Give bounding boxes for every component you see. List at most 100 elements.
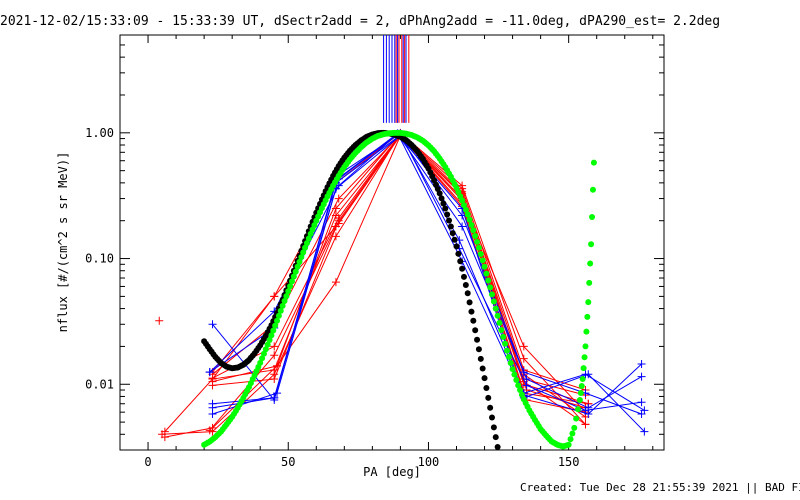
red-series-point <box>270 342 279 351</box>
green-fit-dot <box>283 293 290 300</box>
green-fit-dot <box>587 260 594 267</box>
black-fit-dot <box>479 365 486 372</box>
green-fit-dot <box>262 346 269 353</box>
green-fit-dot <box>294 263 301 270</box>
black-fit-dot <box>462 282 469 289</box>
red-series-point <box>331 232 340 241</box>
green-fit-dot <box>266 336 273 343</box>
green-fit-dot <box>579 376 586 383</box>
red-series-point <box>581 420 590 429</box>
black-fit-dot <box>494 444 501 451</box>
footer-created: Created: Tue Dec 28 21:55:39 2021 || BAD… <box>520 481 800 494</box>
black-fit-dot <box>459 265 466 272</box>
green-fit-dot <box>585 299 592 306</box>
green-fit-dot <box>575 406 582 413</box>
red-series-point <box>270 292 279 301</box>
black-fit-dot <box>455 250 462 257</box>
green-fit-dot <box>288 278 295 285</box>
blue-series-point <box>584 370 593 379</box>
green-fit-dot <box>586 279 593 286</box>
black-fit-dot <box>436 190 443 197</box>
black-fit-dot <box>470 317 477 324</box>
green-fit-dot <box>489 291 496 298</box>
black-fit-dot <box>451 236 458 243</box>
red-series-line-5 <box>212 132 586 391</box>
chart-title: 2021-12-02/15:33:09 - 15:33:39 UT, dSect… <box>0 14 721 29</box>
blue-series-point <box>458 222 467 231</box>
green-fit-dot <box>582 343 589 350</box>
green-fit-dot <box>268 332 275 339</box>
green-fit-dot <box>264 341 271 348</box>
black-fit-dot <box>487 404 494 411</box>
green-fit-dot <box>485 277 492 284</box>
green-fit-dot <box>483 270 490 277</box>
black-fit-dot <box>475 346 482 353</box>
green-fit-dot <box>275 312 282 319</box>
black-fit-dot <box>492 434 499 441</box>
green-fit-dot <box>481 263 488 270</box>
green-fit-dot <box>589 186 596 193</box>
green-fit-dot <box>509 366 516 373</box>
green-fit-dot <box>260 350 267 357</box>
red-series-point <box>519 342 528 351</box>
blue-series-point <box>640 427 649 436</box>
black-fit-dot <box>477 355 484 362</box>
green-fit-dot <box>277 307 284 314</box>
green-fit-dot <box>281 298 288 305</box>
y-axis-label: nflux [#/(cm^2 s sr MeV)] <box>56 152 70 333</box>
green-fit-dot <box>589 214 596 221</box>
green-fit-dot <box>581 354 588 361</box>
green-fit-dot <box>479 257 486 264</box>
black-fit-dot <box>483 384 490 391</box>
blue-series-point <box>208 410 217 419</box>
blue-series-point <box>637 398 646 407</box>
fit-curves <box>201 129 597 451</box>
blue-series-point <box>205 368 214 377</box>
blue-series-point <box>581 406 590 415</box>
green-fit-dot <box>474 238 481 245</box>
green-fit-dot <box>492 305 499 312</box>
blue-series-point <box>522 381 531 390</box>
black-fit-dot <box>468 308 475 315</box>
green-fit-dot <box>303 240 310 247</box>
green-fit-dot <box>487 284 494 291</box>
red-series-point <box>273 361 282 370</box>
green-fit-dot <box>490 298 497 305</box>
red-series-line-4 <box>212 134 586 396</box>
green-fit-dot <box>298 254 305 261</box>
green-fit-dot <box>513 376 520 383</box>
green-fit-dot <box>305 235 312 242</box>
green-fit-dot <box>565 441 572 448</box>
green-fit-dot <box>460 202 467 209</box>
black-fit-dot <box>446 217 453 224</box>
green-fit-dot <box>498 327 505 334</box>
green-fit-dot <box>590 159 597 166</box>
axes: 0 50 100 150 0.01 0.10 1.00 <box>85 34 664 469</box>
green-fit-dot <box>274 317 281 324</box>
black-fit-dot <box>490 424 497 431</box>
green-fit-dot <box>500 333 507 340</box>
green-fit-dot <box>567 436 574 443</box>
green-fit-dot <box>511 371 518 378</box>
x-tick-label-1: 50 <box>281 455 295 469</box>
x-tick-label-0: 0 <box>144 455 151 469</box>
green-fit-dot <box>257 359 264 366</box>
black-fit-dot <box>474 336 481 343</box>
green-fit-dot <box>472 233 479 240</box>
blue-series-point <box>519 368 528 377</box>
blue-series-point <box>208 399 217 408</box>
green-fit-dot <box>459 197 466 204</box>
red-series-point <box>519 354 528 363</box>
green-fit-dot <box>577 390 584 397</box>
green-fit-dot <box>583 328 590 335</box>
black-fit-dot <box>440 200 447 207</box>
red-series-line-6 <box>212 133 586 409</box>
red-series-point <box>270 375 279 384</box>
green-fit-dot <box>571 424 578 431</box>
green-fit-dot <box>584 313 591 320</box>
red-series-point <box>270 365 279 374</box>
green-fit-dot <box>285 288 292 295</box>
black-fit-dot <box>460 273 467 280</box>
green-fit-dot <box>576 396 583 403</box>
red-series-point <box>160 433 169 442</box>
